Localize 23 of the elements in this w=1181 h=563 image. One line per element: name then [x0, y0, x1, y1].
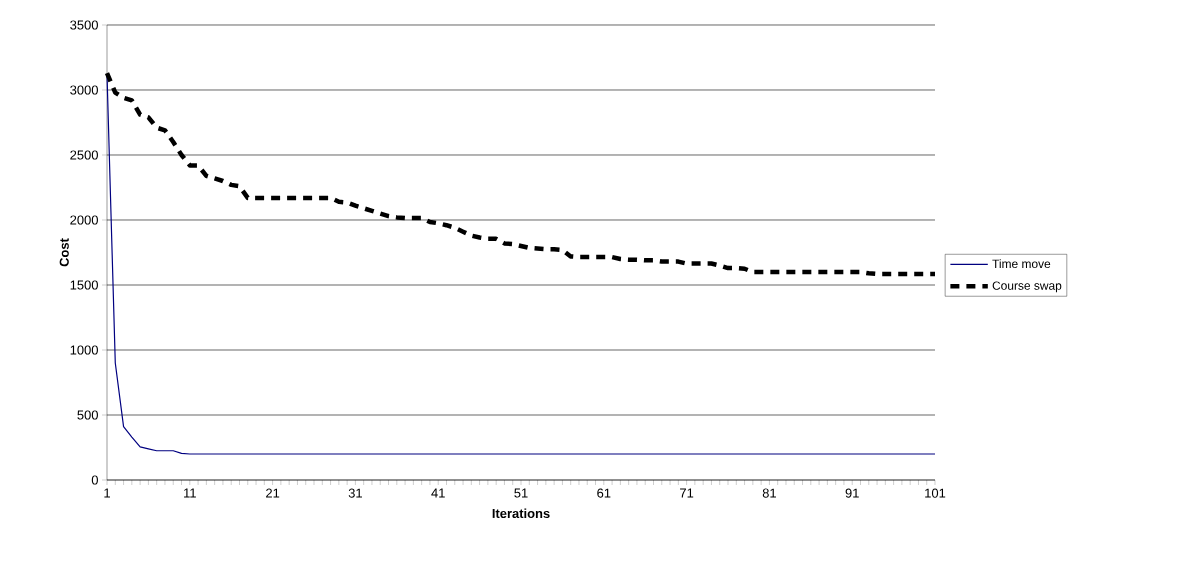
y-tick-label: 0 [91, 475, 98, 485]
x-tick-label: 91 [845, 488, 859, 498]
y-tick-label: 500 [77, 410, 98, 420]
x-tick-label: 61 [597, 488, 611, 498]
y-tick-label: 1000 [70, 345, 98, 355]
x-tick-label: 51 [514, 488, 528, 498]
y-tick-label: 3500 [70, 20, 98, 30]
y-tick-label: 2500 [70, 150, 98, 160]
y-tick-label: 2000 [70, 215, 98, 225]
y-tick-label: 3000 [70, 85, 98, 95]
legend-label: Time move [992, 259, 1051, 269]
x-tick-label: 81 [762, 488, 776, 498]
x-tick-label: 21 [266, 488, 280, 498]
y-axis-title: Cost [59, 238, 69, 267]
x-tick-label: 31 [348, 488, 362, 498]
x-axis-title: Iterations [492, 508, 550, 519]
x-tick-label: 101 [925, 488, 946, 498]
x-tick-label: 71 [680, 488, 694, 498]
x-tick-label: 11 [184, 488, 196, 498]
x-tick-label: 41 [431, 488, 445, 498]
y-tick-label: 1500 [70, 280, 98, 290]
x-tick-label: 1 [104, 488, 110, 498]
legend-label: Course swap [992, 281, 1062, 293]
